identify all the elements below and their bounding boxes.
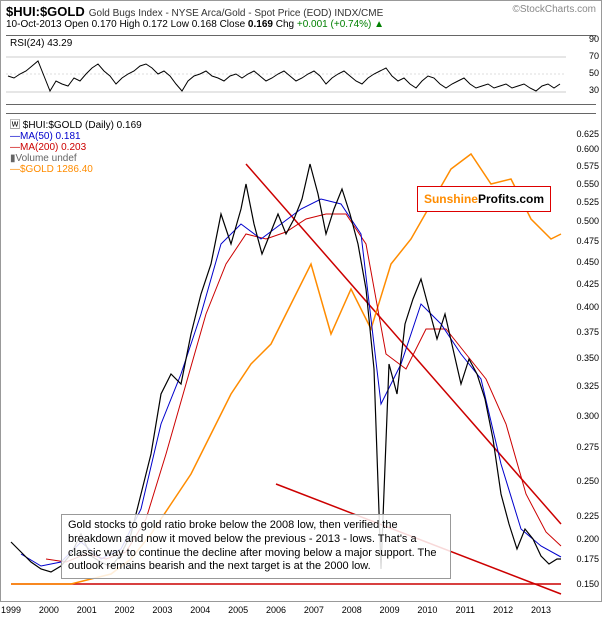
symbol-description: Gold Bugs Index - NYSE Arca/Gold - Spot … bbox=[89, 8, 384, 19]
open-label: Open bbox=[64, 19, 88, 30]
x-axis: 1999200020012002200320042005200620072008… bbox=[6, 605, 566, 619]
high-label: High bbox=[119, 19, 140, 30]
close-value: 0.169 bbox=[248, 19, 273, 30]
rsi-chart bbox=[6, 36, 566, 106]
chg-label: Chg bbox=[276, 19, 294, 30]
annotation-text: Gold stocks to gold ratio broke below th… bbox=[68, 519, 437, 572]
sunshine-watermark: SunshineProfits.com bbox=[417, 186, 551, 212]
main-legend: 🅆 $HUI:$GOLD (Daily) 0.169—MA(50) 0.181—… bbox=[10, 116, 142, 175]
rsi-legend: RSI(24) 43.29 bbox=[10, 38, 72, 49]
close-label: Close bbox=[220, 19, 246, 30]
watermark: ©StockCharts.com bbox=[512, 4, 596, 15]
date: 10-Oct-2013 bbox=[6, 19, 62, 30]
rsi-panel: RSI(24) 43.29 90705030 bbox=[6, 35, 596, 105]
symbol: $HUI:$GOLD bbox=[6, 4, 85, 19]
chart-container: $HUI:$GOLD Gold Bugs Index - NYSE Arca/G… bbox=[0, 0, 602, 602]
annotation-box: Gold stocks to gold ratio broke below th… bbox=[61, 514, 451, 579]
chg-value: +0.001 (+0.74%) bbox=[297, 19, 372, 30]
chart-header: $HUI:$GOLD Gold Bugs Index - NYSE Arca/G… bbox=[1, 1, 601, 33]
open-value: 0.170 bbox=[92, 19, 117, 30]
low-value: 0.168 bbox=[192, 19, 217, 30]
low-label: Low bbox=[171, 19, 189, 30]
chg-arrow-icon: ▲ bbox=[374, 19, 384, 30]
high-value: 0.172 bbox=[143, 19, 168, 30]
